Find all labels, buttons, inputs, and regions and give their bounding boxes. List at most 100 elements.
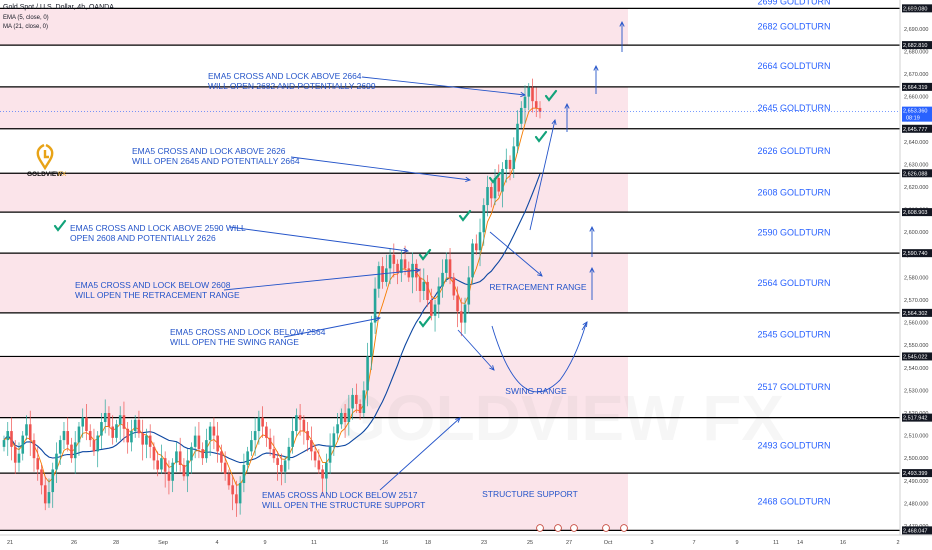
- candle-body: [295, 415, 298, 432]
- annotation-text: WILL OPEN THE RETRACEMENT RANGE: [75, 290, 240, 300]
- annotation-arrow: [457, 329, 495, 371]
- candle-body: [283, 460, 287, 472]
- candle-body: [287, 446, 291, 461]
- goldturn-label: 2664 GOLDTURN: [757, 61, 830, 71]
- candle-body: [201, 449, 204, 459]
- event-icon[interactable]: [554, 524, 562, 532]
- price-tick-label: 2,690.000: [904, 27, 928, 33]
- candle-body: [493, 177, 497, 199]
- price-tick-label: 2,620.000: [904, 185, 928, 191]
- candle-body: [377, 266, 381, 289]
- candle-body: [246, 451, 249, 465]
- zone-band: [0, 473, 628, 531]
- arrow-head: [415, 267, 422, 273]
- candle-body: [145, 435, 148, 445]
- candle-body: [501, 168, 504, 192]
- candle-body: [21, 435, 25, 454]
- time-tick-label: 16: [382, 540, 388, 546]
- event-icon[interactable]: [602, 524, 610, 532]
- candles: [2, 78, 542, 517]
- candle-body: [88, 431, 92, 441]
- candle-body: [85, 417, 88, 432]
- candle-body: [489, 187, 493, 199]
- arrow-head: [465, 176, 472, 183]
- price-tick-label: 2,570.000: [904, 298, 928, 304]
- ma-indicator-label[interactable]: MA (21, close, 0): [3, 24, 48, 30]
- price-axis[interactable]: 2,690.000 2,680.000 2,670.000 2,660.000 2,65…: [0, 0, 932, 535]
- event-icon[interactable]: [536, 524, 544, 532]
- current-price-tag: [902, 106, 932, 122]
- candle-body: [325, 462, 328, 479]
- time-tick-label: 14: [797, 540, 803, 546]
- candle-body: [467, 277, 471, 305]
- arrow-head: [619, 20, 625, 27]
- level-price-tag: [902, 469, 932, 478]
- candle-body: [291, 431, 294, 447]
- candle-body: [81, 417, 85, 427]
- candle-body: [471, 243, 474, 278]
- annotation-arrow: [379, 417, 461, 491]
- time-tick-label: 23: [481, 540, 487, 546]
- goldview-logo: GOLDVIEW FX: [27, 143, 67, 178]
- ema-indicator-label[interactable]: EMA (5, close, 0): [3, 15, 49, 21]
- check-icon: [544, 89, 558, 102]
- level-price-tag-text: 2,468.047: [903, 528, 927, 534]
- candle-body: [463, 304, 467, 323]
- check-icon: [458, 209, 472, 222]
- price-tick-label: 2,540.000: [904, 366, 928, 372]
- level-price-tag-text: 2,682.810: [903, 43, 927, 49]
- time-tick-label: 11: [311, 540, 317, 546]
- event-icon[interactable]: [620, 524, 628, 532]
- arrow-head: [551, 118, 557, 125]
- current-price-text: 2,653.360: [903, 109, 927, 115]
- candle-body: [17, 453, 21, 463]
- candle-body: [223, 462, 227, 474]
- level-price-tag: [902, 249, 932, 258]
- swing-range-curve: [491, 323, 587, 393]
- logo-brand-fx: FX: [58, 171, 67, 178]
- candle-body: [28, 424, 32, 441]
- candle-body: [103, 412, 107, 423]
- level-price-tag-text: 2,626.088: [903, 171, 927, 177]
- candle-body: [43, 485, 47, 504]
- candle-body: [392, 254, 396, 264]
- check-icon: [53, 219, 67, 232]
- logo-g-icon: [36, 143, 54, 171]
- candle-body: [370, 322, 373, 357]
- candle-body: [25, 424, 28, 436]
- candle-body: [426, 281, 429, 301]
- candle-body: [527, 87, 531, 97]
- annotation-arrow: [283, 317, 381, 338]
- level-price-tag: [902, 82, 932, 91]
- level-price-tag: [902, 526, 932, 535]
- goldturn-label: 2468 GOLDTURN: [757, 497, 830, 507]
- candle-body: [343, 412, 347, 423]
- candle-countdown: 08:19: [906, 116, 920, 122]
- level-price-tag-text: 2,590.740: [903, 251, 927, 257]
- annotation-arrow: [290, 156, 471, 181]
- annotation-text: EMA5 CROSS AND LOCK ABOVE 2664: [208, 71, 362, 81]
- event-icon[interactable]: [570, 524, 578, 532]
- arrow-head: [537, 271, 543, 277]
- candle-body: [115, 424, 118, 438]
- candle-body: [422, 281, 426, 291]
- annotation-arrow: [581, 321, 588, 331]
- time-tick-label: 16: [840, 540, 846, 546]
- goldturn-label: 2493 GOLDTURN: [757, 440, 830, 450]
- price-tick-label: 2,600.000: [904, 230, 928, 236]
- candle-body: [175, 451, 178, 463]
- range-label: SWING RANGE: [505, 386, 567, 396]
- time-tick-label: 27: [566, 540, 572, 546]
- candle-body: [227, 473, 231, 486]
- candle-body: [351, 394, 354, 409]
- goldturn-label: 2608 GOLDTURN: [757, 188, 830, 198]
- arrow-head: [520, 91, 527, 98]
- time-tick-label: 28: [113, 540, 119, 546]
- candle-body: [388, 254, 392, 269]
- candle-body: [444, 259, 448, 273]
- candle-body: [497, 177, 501, 192]
- goldturn-label: 2517 GOLDTURN: [757, 382, 830, 392]
- annotation-text: EMA5 CROSS AND LOCK BELOW 2608: [75, 280, 231, 290]
- time-axis[interactable]: 21 26 28 Sep 4 9 11 16 18 23 25 27 Oct 3 7 9 11 14 16 2: [0, 534, 932, 546]
